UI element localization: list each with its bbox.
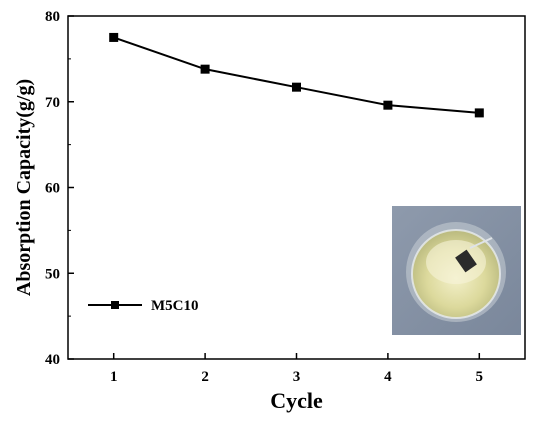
y-tick-label: 60 (45, 181, 60, 197)
y-axis-title: Absorption Capacity(g/g) (13, 79, 35, 296)
legend: M5C10 (88, 298, 199, 314)
y-tick-label: 40 (45, 352, 60, 368)
y-tick-label: 70 (45, 95, 60, 111)
legend-label: M5C10 (151, 298, 199, 314)
y-axis: 40 50 60 70 80 (45, 9, 74, 368)
y-tick-label: 80 (45, 9, 60, 25)
inset-photo (392, 206, 521, 335)
series-layer (109, 32, 484, 118)
x-tick-label: 5 (476, 369, 484, 385)
data-point (474, 108, 484, 118)
legend-marker (111, 301, 119, 309)
data-point (292, 82, 301, 92)
data-point (200, 64, 210, 74)
data-point (383, 100, 393, 110)
x-axis: 1 2 3 4 5 (110, 353, 483, 385)
x-tick-label: 1 (110, 369, 118, 385)
data-point (109, 32, 119, 42)
x-tick-label: 3 (293, 369, 301, 385)
x-tick-label: 2 (201, 369, 209, 385)
y-tick-label: 50 (45, 266, 60, 282)
x-tick-label: 4 (384, 369, 392, 385)
series-line (113, 36, 480, 114)
x-axis-title: Cycle (270, 388, 323, 413)
